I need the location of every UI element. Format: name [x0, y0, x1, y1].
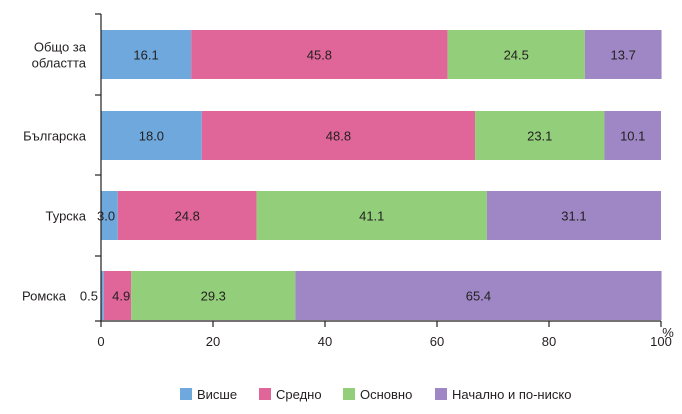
- data-label: 29.3: [201, 289, 226, 304]
- x-tick-label: 100: [650, 334, 672, 349]
- category-label: Общо за областта: [32, 40, 87, 71]
- data-label: 24.8: [175, 209, 200, 224]
- bar-segment: [201, 111, 476, 160]
- data-label: 16.1: [133, 48, 158, 63]
- legend-label: Средно: [276, 387, 322, 402]
- bar-segment: [131, 271, 296, 320]
- legend-item: Висше: [180, 387, 237, 402]
- legend-label: Начално и по-ниско: [452, 387, 571, 402]
- axes-layer: 0 20 40 60 80 100%: [95, 13, 674, 349]
- data-label: 65.4: [466, 289, 491, 304]
- data-label: 48.8: [326, 129, 351, 144]
- data-label: 24.5: [504, 48, 529, 63]
- data-label: 4.9: [112, 289, 130, 304]
- bar-segment: [101, 191, 118, 240]
- bar-segment: [604, 111, 661, 160]
- legend-label: Висше: [197, 387, 237, 402]
- bar-segment: [256, 191, 487, 240]
- legend-item: Основно: [343, 387, 412, 402]
- bar-segment: [475, 111, 605, 160]
- legend: Висше Средно Основно Начално и по-ниско: [180, 387, 571, 402]
- bars-layer: [101, 30, 662, 320]
- x-tick-label: 40: [318, 334, 332, 349]
- legend-label: Основно: [360, 387, 412, 402]
- data-label: 23.1: [527, 129, 552, 144]
- data-label: 0.5: [80, 289, 98, 304]
- bar-segment: [103, 271, 132, 320]
- legend-swatch: [180, 388, 192, 400]
- bar-segment: [101, 30, 192, 79]
- data-label: 18.0: [139, 129, 164, 144]
- bar-segment: [191, 30, 448, 79]
- data-label: 41.1: [359, 209, 384, 224]
- data-label: 31.1: [561, 209, 586, 224]
- category-label: Турска: [46, 209, 87, 224]
- x-tick-label: 20: [206, 334, 220, 349]
- data-label: 10.1: [620, 129, 645, 144]
- data-label: 45.8: [307, 48, 332, 63]
- data-label: 3.0: [97, 209, 115, 224]
- legend-swatch: [259, 388, 271, 400]
- bar-segment: [101, 111, 202, 160]
- bar-segment: [295, 271, 662, 320]
- bar-segment: [447, 30, 585, 79]
- x-unit-label: %: [662, 325, 674, 340]
- legend-item: Средно: [259, 387, 322, 402]
- legend-swatch: [343, 388, 355, 400]
- data-label: 13.7: [611, 48, 636, 63]
- x-tick-label: 60: [430, 334, 444, 349]
- bar-segment: [584, 30, 662, 79]
- bar-segment: [117, 191, 257, 240]
- category-label: Българска: [23, 129, 87, 144]
- x-tick-label: 80: [542, 334, 556, 349]
- legend-item: Начално и по-ниско: [435, 387, 571, 402]
- category-label: Ромска: [22, 289, 67, 304]
- bar-segment: [486, 191, 661, 240]
- legend-swatch: [435, 388, 447, 400]
- bar-segment: [101, 271, 104, 320]
- labels-layer: 16.1 45.8 24.5 13.7 18.0 48.8 23.1 10.1 3.0 24.8 4…: [22, 40, 645, 304]
- x-tick-label: 0: [97, 334, 104, 349]
